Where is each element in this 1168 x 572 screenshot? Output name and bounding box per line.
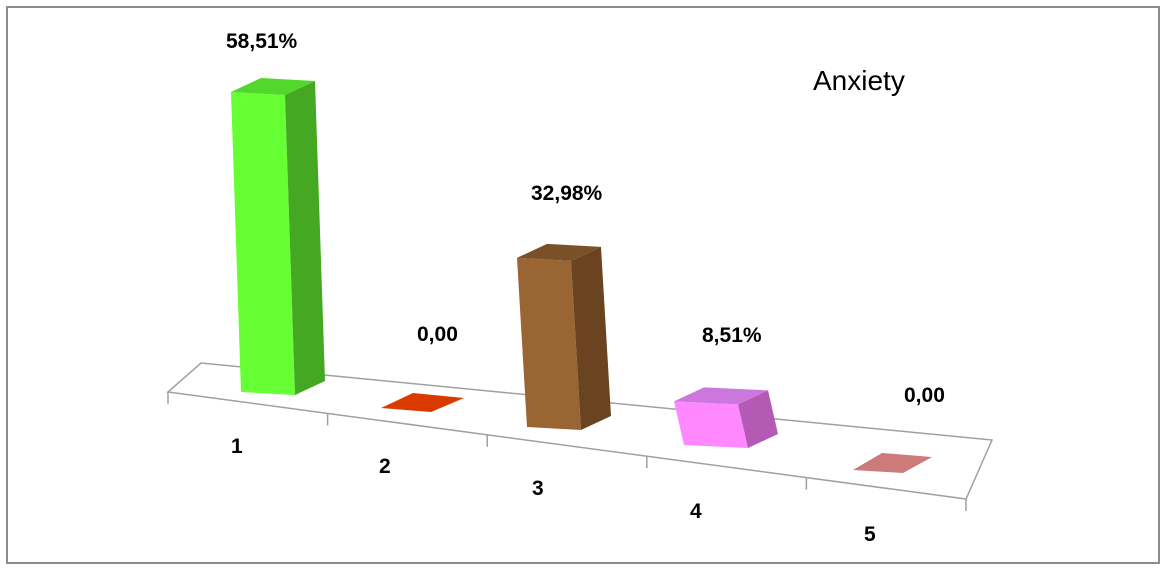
floor-plane	[166, 362, 994, 500]
bar-3	[517, 243, 611, 430]
bar-2	[381, 393, 464, 412]
bar-flat-slab	[853, 453, 932, 473]
bar-front-face	[231, 92, 295, 395]
chart-floor	[166, 362, 994, 511]
bar-4	[674, 387, 778, 448]
bar-front-face	[517, 257, 581, 430]
category-label-3: 3	[532, 477, 544, 500]
bar-1	[231, 78, 325, 395]
bar-side-face	[738, 390, 778, 448]
chart-frame: 58,51% 0,00 32,98% 8,51% 0,00 1 2 3 4 5 Anxiety	[6, 6, 1160, 564]
anxiety-chart: 58,51% 0,00 32,98% 8,51% 0,00 1 2 3 4 5 Anxiety	[166, 30, 994, 546]
value-label-2: 0,00	[417, 323, 458, 346]
value-label-1: 58,51%	[226, 30, 298, 53]
bar-5	[853, 453, 932, 473]
bar-top-face	[517, 243, 601, 261]
labels: 58,51% 0,00 32,98% 8,51% 0,00 1 2 3 4 5	[226, 30, 945, 546]
value-label-3: 32,98%	[531, 182, 603, 205]
bar-top-face	[674, 387, 768, 405]
category-label-5: 5	[864, 523, 876, 546]
bars	[231, 78, 932, 473]
bar-top-face	[231, 78, 315, 95]
value-label-5: 0,00	[904, 384, 945, 407]
bar-side-face	[571, 246, 611, 430]
chart-title: Anxiety	[813, 65, 905, 96]
category-label-2: 2	[379, 455, 391, 478]
bar-front-face	[674, 401, 748, 448]
category-label-4: 4	[690, 500, 702, 523]
category-label-1: 1	[231, 435, 243, 458]
bar-side-face	[285, 81, 325, 395]
bar-flat-slab	[381, 393, 464, 412]
value-label-4: 8,51%	[702, 324, 762, 347]
